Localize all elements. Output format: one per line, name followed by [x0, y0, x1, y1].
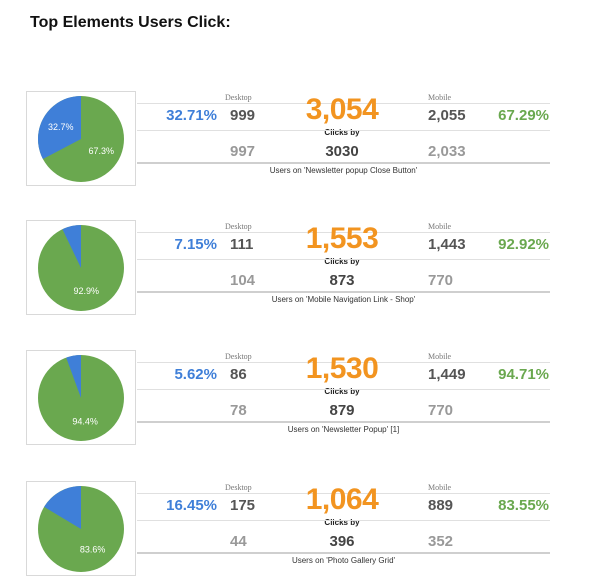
divider [137, 291, 550, 293]
mobile-percent: 92.92% [498, 236, 549, 253]
mobile-percent: 83.55% [498, 497, 549, 514]
mobile-users: 770 [428, 272, 454, 289]
pie-svg: 32.7% 67.3% [38, 96, 124, 182]
element-card: 32.7% 67.3% Desktop Mobile 32.71% 999 3,0… [0, 91, 612, 191]
divider [137, 421, 550, 423]
total-clicks: 1,553 [305, 222, 379, 255]
mobile-label: Mobile [428, 222, 452, 231]
total-users: 873 [329, 272, 355, 289]
divider [137, 162, 550, 164]
element-card: 83.6% Desktop Mobile 16.45% 175 1,064 Cl… [0, 481, 612, 581]
element-caption: Users on 'Mobile Navigation Link - Shop' [271, 295, 416, 304]
mobile-clicks: 2,055 [428, 107, 466, 124]
divider [137, 103, 550, 104]
clicks-by-label: Clicks by [324, 387, 360, 396]
mobile-label: Mobile [428, 483, 452, 492]
element-card: 94.4% Desktop Mobile 5.62% 86 1,530 Clic… [0, 350, 612, 450]
divider [137, 552, 550, 554]
click-stats: Desktop Mobile 7.15% 111 1,553 Clicks by… [137, 220, 552, 320]
mobile-clicks: 1,443 [428, 236, 466, 253]
total-clicks: 1,530 [305, 352, 379, 385]
page-title: Top Elements Users Click: [30, 14, 231, 31]
desktop-clicks: 86 [230, 366, 247, 383]
mobile-users: 2,033 [428, 143, 466, 160]
divider [137, 232, 550, 233]
desktop-label: Desktop [225, 352, 252, 361]
desktop-users: 44 [230, 533, 247, 550]
clicks-by-label: Clicks by [324, 518, 360, 527]
mobile-users: 770 [428, 402, 454, 419]
desktop-percent: 5.62% [174, 366, 217, 383]
divider [137, 130, 550, 131]
pie-svg: 83.6% [38, 486, 124, 572]
desktop-users: 78 [230, 402, 247, 419]
click-stats: Desktop Mobile 16.45% 175 1,064 Clicks b… [137, 481, 552, 581]
desktop-clicks: 111 [230, 236, 254, 253]
desktop-percent: 16.45% [166, 497, 217, 514]
desktop-users: 104 [230, 272, 256, 289]
pie-label-mobile: 67.3% [88, 146, 114, 156]
clicks-by-label: Clicks by [324, 128, 360, 137]
total-users: 3030 [325, 143, 359, 160]
mobile-label: Mobile [428, 93, 452, 102]
divider [137, 493, 550, 494]
mobile-clicks: 889 [428, 497, 454, 514]
total-users: 879 [329, 402, 355, 419]
desktop-percent: 7.15% [174, 236, 217, 253]
divider [137, 362, 550, 363]
pie-slice-desktop [66, 355, 81, 398]
device-split-pie-chart: 94.4% [26, 350, 136, 445]
element-card: 92.9% Desktop Mobile 7.15% 111 1,553 Cli… [0, 220, 612, 320]
pie-svg: 92.9% [38, 225, 124, 311]
pie-label-mobile: 83.6% [80, 545, 106, 555]
total-users: 396 [329, 533, 355, 550]
mobile-clicks: 1,449 [428, 366, 466, 383]
desktop-clicks: 999 [230, 107, 256, 124]
mobile-percent: 67.29% [498, 107, 549, 124]
desktop-label: Desktop [225, 93, 252, 102]
click-stats: Desktop Mobile 32.71% 999 3,054 Clicks b… [137, 91, 552, 191]
divider [137, 389, 550, 390]
pie-slice-desktop [38, 96, 81, 160]
mobile-users: 352 [428, 533, 454, 550]
desktop-percent: 32.71% [166, 107, 217, 124]
element-caption: Users on 'Newsletter popup Close Button' [269, 166, 418, 175]
desktop-label: Desktop [225, 483, 252, 492]
divider [137, 520, 550, 521]
device-split-pie-chart: 83.6% [26, 481, 136, 576]
desktop-label: Desktop [225, 222, 252, 231]
total-clicks: 3,054 [305, 93, 379, 126]
click-stats: Desktop Mobile 5.62% 86 1,530 Clicks by … [137, 350, 552, 450]
total-clicks: 1,064 [305, 483, 379, 516]
pie-label-desktop: 32.7% [48, 122, 74, 132]
pie-label-mobile: 94.4% [72, 416, 98, 426]
element-caption: Users on 'Photo Gallery Grid' [291, 556, 396, 565]
pie-svg: 94.4% [38, 355, 124, 441]
divider [137, 259, 550, 260]
device-split-pie-chart: 32.7% 67.3% [26, 91, 136, 186]
desktop-clicks: 175 [230, 497, 256, 514]
clicks-by-label: Clicks by [324, 257, 360, 266]
pie-label-mobile: 92.9% [73, 286, 99, 296]
element-caption: Users on 'Newsletter Popup' [1] [287, 425, 400, 434]
mobile-label: Mobile [428, 352, 452, 361]
desktop-users: 997 [230, 143, 256, 160]
pie-slice-desktop [62, 225, 81, 268]
device-split-pie-chart: 92.9% [26, 220, 136, 315]
pie-slice-desktop [44, 486, 81, 529]
mobile-percent: 94.71% [498, 366, 549, 383]
